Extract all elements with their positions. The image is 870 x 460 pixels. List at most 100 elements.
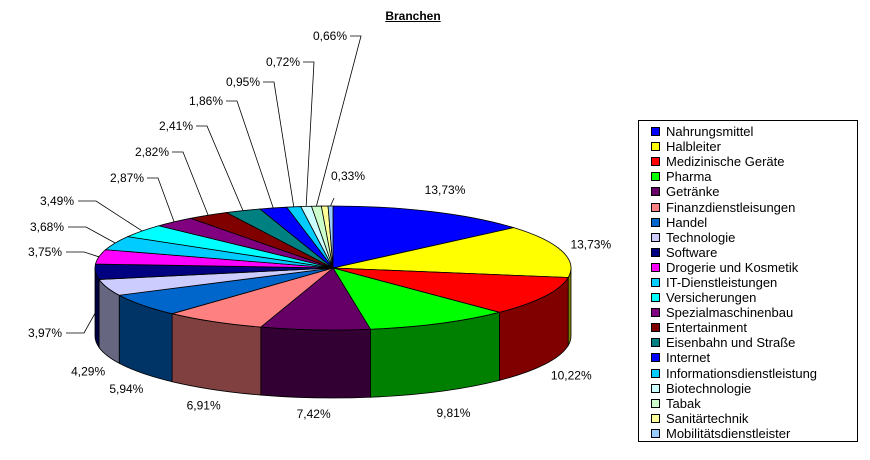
leader-line-8 bbox=[66, 312, 96, 334]
legend-item: Software bbox=[651, 245, 857, 260]
legend-item: Medizinische Geräte bbox=[651, 154, 857, 169]
legend-swatch bbox=[651, 142, 660, 152]
leader-line-10 bbox=[68, 226, 116, 244]
pie-chart: 13,73% 13,73% 10,22% 9,81% 7,42% 6,91% 5,94% 4,… bbox=[0, 0, 611, 421]
legend-swatch bbox=[651, 383, 660, 393]
legend-swatch bbox=[651, 413, 660, 423]
legend-item: Spezialmaschinenbau bbox=[651, 305, 857, 320]
legend-swatch bbox=[651, 157, 660, 167]
legend-label: Internet bbox=[666, 350, 711, 366]
legend-item: IT-Dienstleistungen bbox=[651, 275, 857, 290]
legend-swatch bbox=[651, 277, 660, 287]
leader-line-20 bbox=[330, 197, 335, 207]
legend-swatch bbox=[651, 308, 660, 318]
legend-swatch bbox=[651, 353, 660, 363]
legend-label: Technologie bbox=[666, 229, 736, 245]
legend-item: Entertainment bbox=[651, 320, 857, 335]
slice-label-15: 1,86% bbox=[189, 94, 223, 108]
legend-label: Software bbox=[666, 244, 718, 260]
legend-swatch bbox=[651, 127, 660, 137]
pie-slice-3 bbox=[332, 267, 502, 330]
legend-item: Tabak bbox=[651, 396, 857, 411]
legend-label: Mobilitätsdienstleister bbox=[666, 425, 791, 441]
pie-side-8 bbox=[94, 267, 100, 349]
legend-label: Sanitärtechnik bbox=[666, 410, 749, 426]
slice-label-18: 0,66% bbox=[313, 29, 347, 43]
chart-legend: Nahrungsmittel Halbleiter Medizinische Ger… bbox=[638, 120, 858, 442]
legend-swatch bbox=[651, 398, 660, 408]
slice-label-3: 9,81% bbox=[436, 406, 470, 420]
legend-item: Versicherungen bbox=[651, 290, 857, 305]
legend-label: Biotechnologie bbox=[666, 380, 752, 396]
legend-label: Versicherungen bbox=[666, 290, 757, 306]
legend-item: Informationsdienstleistung bbox=[651, 366, 857, 381]
leader-line-13 bbox=[172, 151, 209, 216]
chart-title: Branchen bbox=[385, 9, 441, 23]
legend-label: Informationsdienstleistung bbox=[666, 365, 818, 381]
legend-swatch bbox=[651, 262, 660, 272]
slice-label-5: 6,91% bbox=[187, 399, 221, 413]
legend-item: Handel bbox=[651, 215, 857, 230]
legend-item: Eisenbahn und Straße bbox=[651, 335, 857, 350]
slice-label-0: 13,73% bbox=[425, 183, 466, 197]
legend-label: Spezialmaschinenbau bbox=[666, 305, 794, 321]
slice-label-10: 3,68% bbox=[30, 220, 64, 234]
pie-slice-4 bbox=[259, 267, 372, 331]
legend-swatch bbox=[651, 323, 660, 333]
legend-item: Internet bbox=[651, 350, 857, 365]
slice-label-20: 0,33% bbox=[331, 169, 365, 183]
legend-label: Drogerie und Kosmetik bbox=[666, 259, 799, 275]
legend-item: Sanitärtechnik bbox=[651, 411, 857, 426]
legend-swatch bbox=[651, 293, 660, 303]
legend-item: Getränke bbox=[651, 184, 857, 199]
legend-item: Mobilitätsdienstleister bbox=[651, 426, 857, 441]
leader-line-12 bbox=[147, 177, 175, 222]
slice-label-9: 3,75% bbox=[28, 245, 62, 259]
legend-swatch bbox=[651, 232, 660, 242]
slice-label-6: 5,94% bbox=[109, 382, 143, 396]
pie-side-4 bbox=[260, 326, 371, 399]
legend-swatch bbox=[651, 338, 660, 348]
leader-line-16 bbox=[263, 81, 295, 207]
slice-label-1: 13,73% bbox=[570, 237, 611, 251]
slice-label-8: 3,97% bbox=[28, 326, 62, 340]
leader-line-9 bbox=[66, 251, 100, 258]
slice-label-13: 2,82% bbox=[135, 145, 169, 159]
legend-label: Finanzdienstleisungen bbox=[666, 199, 796, 215]
slice-label-17: 0,72% bbox=[266, 55, 300, 69]
leader-line-17 bbox=[303, 61, 315, 207]
slice-label-7: 4,29% bbox=[71, 365, 105, 379]
slice-label-2: 10,22% bbox=[551, 368, 592, 382]
legend-item: Finanzdienstleisungen bbox=[651, 199, 857, 215]
pie-slice-2 bbox=[332, 267, 569, 313]
pie-slice-5 bbox=[170, 267, 334, 328]
pie-slice-0 bbox=[332, 205, 516, 269]
pie-slice-1 bbox=[332, 227, 572, 278]
legend-label: Handel bbox=[666, 214, 708, 230]
legend-item: Drogerie und Kosmetik bbox=[651, 260, 857, 275]
legend-item: Biotechnologie bbox=[651, 381, 857, 396]
legend-swatch bbox=[651, 368, 660, 378]
legend-swatch bbox=[651, 247, 660, 257]
legend-label: Getränke bbox=[666, 184, 720, 200]
legend-label: IT-Dienstleistungen bbox=[666, 274, 778, 290]
legend-label: Tabak bbox=[666, 395, 701, 411]
slice-label-14: 2,41% bbox=[159, 119, 193, 133]
leader-line-18 bbox=[316, 35, 362, 207]
legend-item: Nahrungsmittel bbox=[651, 124, 857, 139]
slice-label-12: 2,87% bbox=[110, 171, 144, 185]
leader-line-15 bbox=[226, 100, 274, 209]
leader-line-14 bbox=[196, 125, 244, 211]
slice-label-11: 3,49% bbox=[40, 194, 74, 208]
legend-label: Pharma bbox=[666, 169, 712, 185]
legend-swatch bbox=[651, 428, 660, 438]
legend-item: Pharma bbox=[651, 169, 857, 184]
legend-swatch bbox=[651, 172, 660, 182]
legend-swatch bbox=[651, 202, 660, 212]
legend-label: Medizinische Geräte bbox=[666, 154, 785, 170]
legend-item: Technologie bbox=[651, 230, 857, 245]
legend-label: Entertainment bbox=[666, 320, 747, 336]
legend-label: Eisenbahn und Straße bbox=[666, 335, 796, 351]
leader-line-11 bbox=[78, 200, 143, 232]
pie-side-1 bbox=[567, 267, 572, 347]
